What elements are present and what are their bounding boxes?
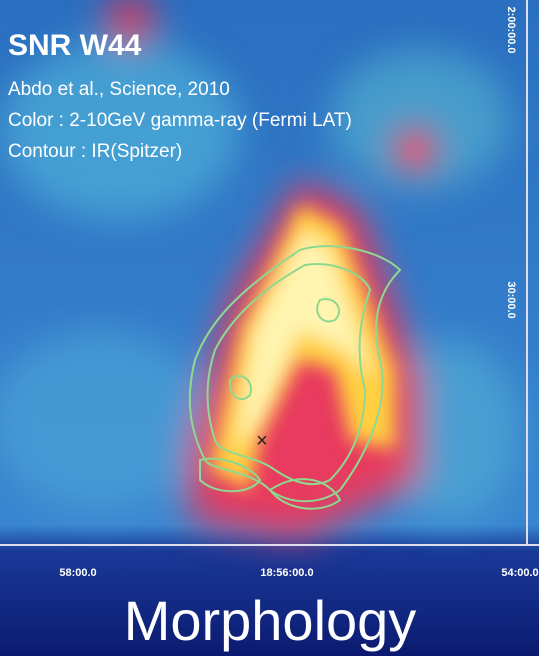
- axis-label: 58:00.0: [59, 567, 96, 579]
- caption: Morphology: [124, 589, 417, 652]
- axis-label: 18:56:00.0: [260, 567, 313, 579]
- credit-line: Abdo et al., Science, 2010: [8, 79, 230, 100]
- page: × SNR W44 Abdo et al., Science, 2010 Col…: [0, 0, 539, 656]
- image: × SNR W44 Abdo et al., Science, 2010 Col…: [0, 0, 539, 656]
- axis-label: 54:00.0: [501, 567, 538, 579]
- axis-label: 2:00:00.0: [505, 6, 517, 53]
- axis-label: 30:00.0: [505, 281, 517, 318]
- title: SNR W44: [8, 29, 142, 62]
- credit-line: Contour : IR(Spitzer): [8, 141, 182, 162]
- credit-line: Color : 2-10GeV gamma-ray (Fermi LAT): [8, 110, 352, 131]
- source-marker: ×: [256, 430, 268, 452]
